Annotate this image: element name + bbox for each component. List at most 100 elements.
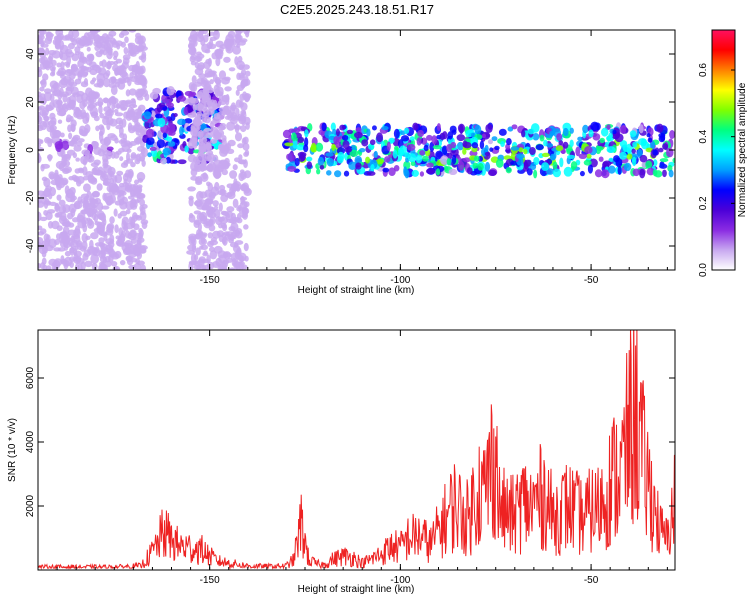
heatmap-cell bbox=[195, 51, 202, 56]
heatmap-cell bbox=[106, 223, 115, 231]
heatmap-cell bbox=[113, 55, 118, 61]
heatmap-cell bbox=[43, 209, 48, 216]
heatmap-cell bbox=[55, 30, 64, 37]
heatmap-cell bbox=[81, 240, 88, 251]
heatmap-cell bbox=[431, 135, 438, 145]
heatmap-cell bbox=[97, 97, 103, 108]
heatmap-cell bbox=[494, 145, 500, 151]
heatmap-cell bbox=[366, 171, 376, 176]
heatmap-cell bbox=[228, 67, 236, 72]
heatmap-cell bbox=[234, 157, 240, 163]
heatmap-cell bbox=[319, 164, 325, 170]
heatmap-cell bbox=[188, 214, 196, 223]
heatmap-cell bbox=[38, 147, 45, 152]
heatmap-cell bbox=[404, 152, 410, 159]
heatmap-cell bbox=[446, 158, 451, 166]
heatmap-cell bbox=[446, 143, 452, 153]
heatmap-cell bbox=[70, 86, 79, 96]
heatmap-cell bbox=[91, 262, 98, 270]
heatmap-cell bbox=[193, 81, 203, 87]
heatmap-cell bbox=[179, 126, 184, 136]
heatmap-cell bbox=[510, 146, 520, 151]
heatmap-cell bbox=[105, 152, 112, 160]
heatmap-cell bbox=[80, 81, 89, 88]
heatmap-cell bbox=[93, 34, 102, 45]
heatmap-cell bbox=[232, 164, 238, 171]
heatmap-cell bbox=[436, 123, 441, 132]
heatmap-cell bbox=[134, 118, 139, 126]
snr-ylabel: SNR (10 * v/v) bbox=[7, 418, 18, 482]
heatmap-cell bbox=[138, 227, 143, 234]
heatmap-cell bbox=[355, 162, 362, 170]
heatmap-cell bbox=[206, 33, 211, 38]
heatmap-cell bbox=[61, 231, 68, 241]
heatmap-cell bbox=[200, 237, 206, 245]
heatmap-cell bbox=[47, 50, 57, 56]
spectrogram-ylabel: Frequency (Hz) bbox=[7, 116, 18, 185]
x-tick-label: -50 bbox=[584, 575, 599, 586]
heatmap-cell bbox=[123, 47, 129, 55]
heatmap-cell bbox=[108, 96, 116, 104]
heatmap-cell bbox=[80, 112, 88, 118]
heatmap-cell bbox=[204, 68, 213, 78]
heatmap-cell bbox=[214, 30, 219, 36]
heatmap-cells bbox=[38, 30, 675, 270]
heatmap-cell bbox=[54, 169, 59, 178]
heatmap-cell bbox=[404, 127, 410, 134]
heatmap-cell bbox=[207, 232, 213, 239]
heatmap-cell bbox=[203, 88, 210, 96]
heatmap-cell bbox=[306, 156, 313, 162]
heatmap-cell bbox=[419, 171, 425, 177]
heatmap-cell bbox=[121, 143, 131, 153]
heatmap-cell bbox=[432, 145, 442, 150]
heatmap-cell bbox=[69, 37, 76, 42]
heatmap-cell bbox=[120, 41, 126, 48]
heatmap-cell bbox=[602, 160, 612, 167]
heatmap-cell bbox=[136, 260, 145, 266]
heatmap-cell bbox=[89, 239, 94, 250]
heatmap-cell bbox=[162, 132, 167, 139]
heatmap-cell bbox=[100, 261, 106, 269]
heatmap-cell bbox=[66, 80, 73, 91]
heatmap-cell bbox=[530, 162, 537, 171]
heatmap-cell bbox=[213, 159, 223, 168]
heatmap-cell bbox=[58, 87, 64, 98]
heatmap-cell bbox=[75, 157, 80, 162]
y-tick-label: 4000 bbox=[25, 430, 36, 453]
heatmap-cell bbox=[521, 130, 526, 138]
heatmap-cell bbox=[47, 220, 54, 229]
heatmap-cell bbox=[113, 208, 118, 217]
heatmap-cell bbox=[98, 213, 105, 221]
heatmap-cell bbox=[119, 210, 128, 217]
heatmap-cell bbox=[196, 123, 201, 131]
heatmap-cell bbox=[202, 252, 209, 257]
heatmap-cell bbox=[232, 198, 239, 209]
heatmap-cell bbox=[85, 95, 91, 101]
heatmap-cell bbox=[199, 211, 208, 222]
heatmap-cell bbox=[373, 150, 378, 159]
heatmap-cell bbox=[523, 148, 528, 155]
heatmap-cell bbox=[184, 118, 193, 124]
heatmap-cell bbox=[552, 161, 558, 170]
heatmap-cell bbox=[137, 44, 145, 52]
colorbar-frame bbox=[711, 29, 736, 271]
heatmap-cell bbox=[606, 146, 616, 153]
heatmap-cell bbox=[569, 139, 574, 148]
heatmap-cell bbox=[60, 132, 65, 138]
heatmap-cell bbox=[659, 161, 665, 168]
heatmap-cell bbox=[191, 75, 197, 84]
x-tick-label: -100 bbox=[390, 575, 410, 586]
heatmap-cell bbox=[646, 167, 655, 176]
heatmap-cell bbox=[78, 51, 83, 60]
heatmap-cell bbox=[70, 123, 76, 133]
heatmap-cell bbox=[229, 170, 238, 179]
heatmap-cell bbox=[68, 203, 77, 214]
heatmap-cell bbox=[205, 209, 213, 216]
heatmap-cell bbox=[108, 113, 113, 119]
heatmap-cell bbox=[109, 194, 116, 204]
heatmap-cell bbox=[233, 124, 242, 131]
heatmap-cell bbox=[141, 221, 148, 230]
heatmap-cell bbox=[193, 210, 202, 215]
heatmap-cell bbox=[56, 70, 66, 77]
heatmap-cell bbox=[109, 251, 118, 258]
